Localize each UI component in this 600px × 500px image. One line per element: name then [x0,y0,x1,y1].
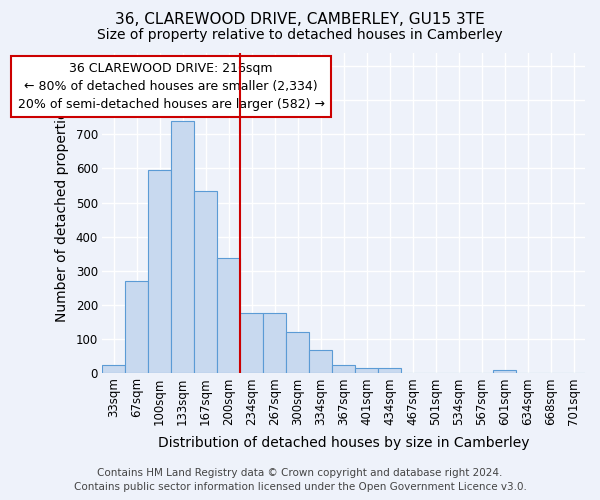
Bar [171,120,194,373]
Bar [125,281,148,373]
Text: 36 CLAREWOOD DRIVE: 216sqm
← 80% of detached houses are smaller (2,334)
20% of s: 36 CLAREWOOD DRIVE: 216sqm ← 80% of deta… [17,62,325,111]
Bar [240,312,263,373]
Bar [309,350,332,373]
X-axis label: Distribution of detached houses by size in Camberley: Distribution of detached houses by size … [158,436,529,450]
Text: Size of property relative to detached houses in Camberley: Size of property relative to detached ho… [97,28,503,42]
Bar [194,190,217,373]
Bar [217,258,240,373]
Y-axis label: Number of detached properties: Number of detached properties [55,104,69,322]
Bar [102,364,125,373]
Bar [332,364,355,373]
Bar [355,368,378,373]
Bar [493,370,516,373]
Bar [286,332,309,373]
Bar [378,368,401,373]
Bar [263,312,286,373]
Text: 36, CLAREWOOD DRIVE, CAMBERLEY, GU15 3TE: 36, CLAREWOOD DRIVE, CAMBERLEY, GU15 3TE [115,12,485,28]
Text: Contains HM Land Registry data © Crown copyright and database right 2024.
Contai: Contains HM Land Registry data © Crown c… [74,468,526,492]
Bar [148,170,171,373]
